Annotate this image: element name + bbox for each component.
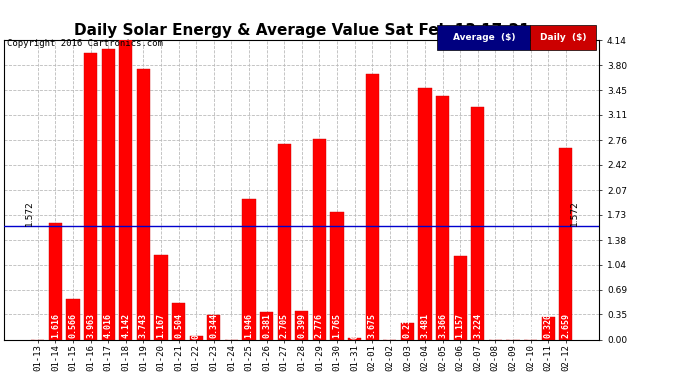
Bar [453,256,466,340]
Bar [207,315,220,340]
Bar [295,311,308,340]
Text: 3.366: 3.366 [438,313,447,338]
Bar [313,139,326,340]
Text: 0.344: 0.344 [209,313,218,338]
Bar [49,223,62,340]
Text: 0.566: 0.566 [68,313,77,338]
Text: 0.000: 0.000 [385,314,394,339]
Text: 1.946: 1.946 [244,313,253,338]
Bar [119,40,132,340]
Bar [155,255,168,340]
Text: 0.000: 0.000 [227,314,236,339]
Bar [366,74,379,340]
Bar [559,147,573,340]
Text: Average  ($): Average ($) [453,33,515,42]
Bar [401,322,414,340]
Text: 1.572: 1.572 [25,200,34,226]
Bar [190,336,203,340]
Bar [137,69,150,340]
Text: 3.481: 3.481 [420,313,429,338]
Bar [101,50,115,340]
Text: 1.765: 1.765 [333,313,342,338]
Bar [436,96,449,340]
Title: Daily Solar Energy & Average Value Sat Feb 13 17:21: Daily Solar Energy & Average Value Sat F… [74,23,530,38]
Text: 0.238: 0.238 [403,313,412,338]
Text: 4.016: 4.016 [104,313,112,338]
Bar [172,303,185,340]
Bar [348,338,361,340]
Text: 0.000: 0.000 [491,314,500,339]
Bar [242,199,255,340]
Text: 3.224: 3.224 [473,313,482,338]
Text: 0.021: 0.021 [350,314,359,339]
Bar [84,53,97,340]
Bar [471,107,484,340]
Bar [542,316,555,340]
Text: 2.776: 2.776 [315,313,324,338]
Text: 4.142: 4.142 [121,313,130,338]
Text: 1.572: 1.572 [570,200,579,226]
Bar [277,144,290,340]
Text: 1.157: 1.157 [455,313,464,338]
Bar [260,312,273,340]
Bar [66,299,79,340]
Text: 1.167: 1.167 [157,313,166,338]
Bar [418,88,431,340]
Text: 3.963: 3.963 [86,313,95,338]
Text: 0.000: 0.000 [33,314,42,339]
Text: Copyright 2016 Cartronics.com: Copyright 2016 Cartronics.com [7,39,163,48]
Text: 0.381: 0.381 [262,313,271,338]
Bar [331,212,344,340]
Text: 1.616: 1.616 [51,313,60,338]
Text: 3.743: 3.743 [139,313,148,338]
Text: 0.000: 0.000 [509,314,518,339]
Text: 0.504: 0.504 [174,313,183,338]
Text: 0.000: 0.000 [526,314,535,339]
Text: 0.320: 0.320 [544,313,553,338]
Text: 2.705: 2.705 [279,313,288,338]
Text: 2.659: 2.659 [561,313,570,338]
Text: Daily  ($): Daily ($) [540,33,586,42]
Text: 3.675: 3.675 [368,313,377,338]
Text: 0.399: 0.399 [297,313,306,338]
Text: 0.057: 0.057 [192,314,201,339]
